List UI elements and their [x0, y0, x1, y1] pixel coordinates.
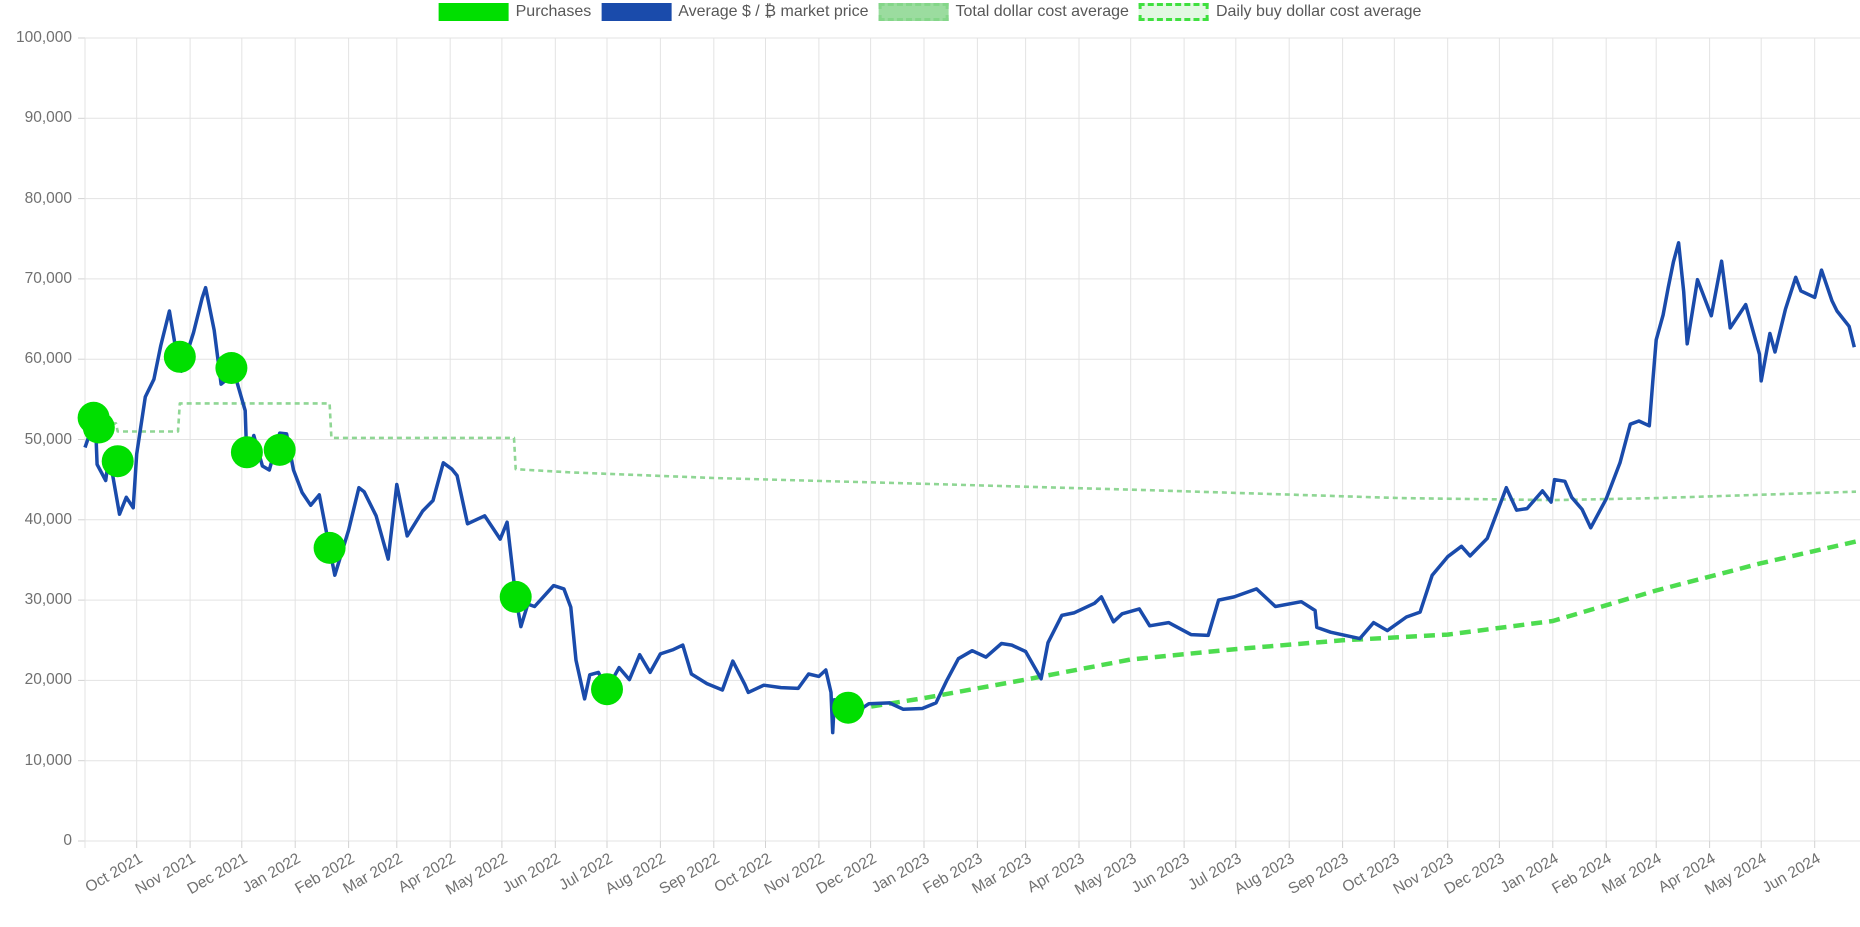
daily-dca-swatch-icon — [1138, 3, 1209, 21]
legend-item-market-price[interactable]: Average $ / ₿ market price — [601, 3, 869, 21]
legend-label: Average $ / ₿ market price — [678, 3, 869, 20]
y-axis-tick-label: 90,000 — [24, 109, 72, 127]
y-axis-tick-label: 40,000 — [24, 510, 72, 528]
y-axis-tick-label: 20,000 — [24, 671, 72, 689]
legend-item-purchases[interactable]: Purchases — [438, 3, 592, 21]
y-axis-tick-label: 70,000 — [24, 269, 72, 287]
market-price-swatch-icon — [601, 3, 672, 21]
legend-item-total-dca[interactable]: Total dollar cost average — [878, 3, 1129, 21]
y-axis-tick-label: 10,000 — [24, 751, 72, 769]
purchases-swatch-icon — [438, 3, 509, 21]
total-dca-swatch-icon — [878, 3, 949, 21]
legend: Purchases Average $ / ₿ market price Tot… — [438, 3, 1422, 21]
legend-label: Daily buy dollar cost average — [1215, 3, 1422, 20]
y-axis-tick-label: 0 — [63, 832, 72, 849]
y-axis-tick-label: 60,000 — [24, 350, 72, 368]
legend-label: Purchases — [515, 3, 592, 20]
y-axis-tick-label: 50,000 — [24, 430, 72, 448]
y-axis-tick-label: 100,000 — [15, 29, 72, 46]
legend-item-daily-dca[interactable]: Daily buy dollar cost average — [1138, 3, 1422, 21]
y-axis-tick-label: 30,000 — [24, 591, 72, 609]
legend-label: Total dollar cost average — [955, 3, 1129, 20]
y-axis-tick-label: 80,000 — [24, 189, 72, 207]
